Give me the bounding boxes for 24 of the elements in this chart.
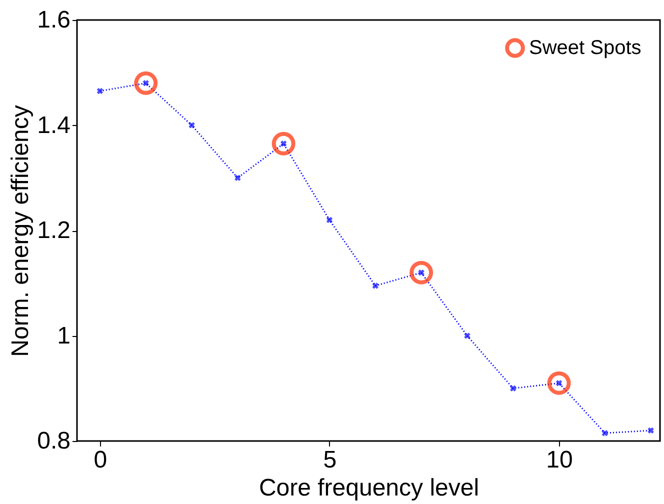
y-tick-label: 0.8	[37, 428, 70, 454]
point	[510, 385, 516, 392]
point	[96, 88, 104, 94]
point	[272, 132, 296, 156]
y-tick-label: 1.2	[37, 217, 70, 244]
y-tick-label: 1.4	[37, 112, 70, 139]
point	[234, 174, 241, 182]
legend-label: Sweet Spots	[529, 37, 642, 59]
point	[188, 122, 195, 128]
point	[648, 427, 654, 434]
point	[547, 371, 571, 395]
y-tick-label: 1	[57, 322, 70, 350]
point	[602, 430, 608, 436]
point	[464, 332, 470, 339]
point	[410, 260, 434, 284]
y-axis-title: Norm. energy efficiency	[7, 105, 34, 357]
point	[134, 71, 158, 95]
point	[372, 282, 379, 289]
x-tick-label: 5	[323, 446, 337, 474]
y-tick-label: 1.6	[37, 6, 70, 34]
point	[326, 216, 333, 224]
x-axis-title: Core frequency level	[258, 474, 480, 502]
x-tick-label: 10	[546, 446, 573, 474]
x-tick-label: 0	[94, 446, 108, 474]
